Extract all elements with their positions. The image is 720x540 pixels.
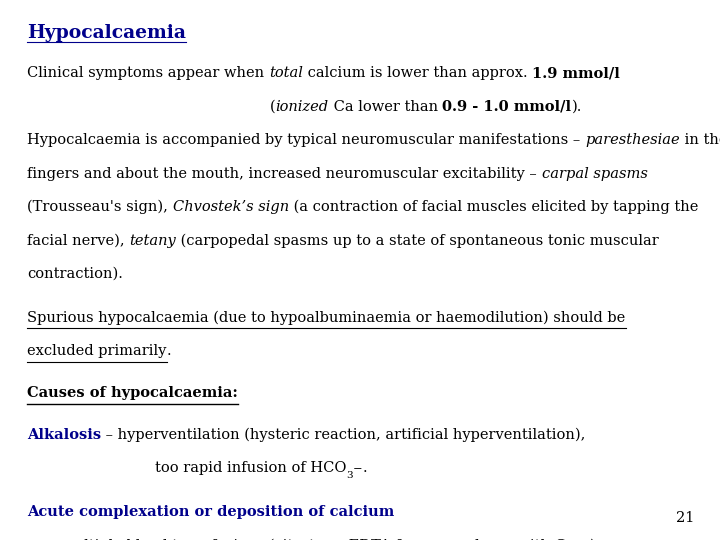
Text: Chvostek’s sign: Chvostek’s sign	[173, 200, 289, 214]
Text: 3: 3	[346, 471, 353, 480]
Text: – hyperventilation (hysteric reaction, artificial hyperventilation),: – hyperventilation (hysteric reaction, a…	[102, 428, 586, 442]
Text: 21: 21	[676, 511, 695, 525]
Text: .: .	[362, 461, 367, 475]
Text: ).: ).	[572, 100, 582, 113]
Text: paresthesiae: paresthesiae	[585, 133, 680, 147]
Text: – multiple blood transfusions (citrate or EDTA form complexes with Ca: – multiple blood transfusions (citrate o…	[49, 538, 575, 540]
Text: Hypocalcaemia is accompanied by typical neuromuscular manifestations –: Hypocalcaemia is accompanied by typical …	[27, 133, 585, 147]
Text: .: .	[167, 344, 171, 358]
Text: ionized: ionized	[276, 100, 329, 113]
Text: tetany: tetany	[130, 234, 176, 247]
Text: excluded primarily: excluded primarily	[27, 344, 167, 358]
Text: Ca lower than: Ca lower than	[329, 100, 443, 113]
Text: (carpopedal spasms up to a state of spontaneous tonic muscular: (carpopedal spasms up to a state of spon…	[176, 234, 659, 248]
Text: carpal spasms: carpal spasms	[541, 167, 647, 180]
Text: fingers and about the mouth, increased neuromuscular excitability –: fingers and about the mouth, increased n…	[27, 167, 541, 180]
Text: in the: in the	[680, 133, 720, 147]
Text: Hypocalcaemia: Hypocalcaemia	[27, 24, 186, 42]
Text: ),: ),	[590, 538, 600, 540]
Text: calcium is lower than approx.: calcium is lower than approx.	[303, 66, 532, 80]
Text: facial nerve),: facial nerve),	[27, 234, 130, 247]
Text: Clinical symptoms appear when: Clinical symptoms appear when	[27, 66, 269, 80]
Text: 0.9 - 1.0 mmol/l: 0.9 - 1.0 mmol/l	[443, 100, 572, 113]
Text: total: total	[269, 66, 303, 80]
Text: 1.9 mmol/l: 1.9 mmol/l	[532, 66, 620, 80]
Text: Spurious hypocalcaemia (due to hypoalbuminaemia or haemodilution) should be: Spurious hypocalcaemia (due to hypoalbum…	[27, 310, 626, 325]
Text: contraction).: contraction).	[27, 267, 123, 281]
Text: too rapid infusion of HCO: too rapid infusion of HCO	[155, 461, 346, 475]
Text: (Trousseau's sign),: (Trousseau's sign),	[27, 200, 173, 214]
Text: (a contraction of facial muscles elicited by tapping the: (a contraction of facial muscles elicite…	[289, 200, 698, 214]
Text: (: (	[270, 100, 276, 113]
Text: −: −	[353, 464, 362, 475]
Text: Alkalosis: Alkalosis	[27, 428, 102, 442]
Text: Acute complexation or deposition of calcium: Acute complexation or deposition of calc…	[27, 505, 395, 519]
Text: Causes of hypocalcaemia:: Causes of hypocalcaemia:	[27, 386, 238, 400]
